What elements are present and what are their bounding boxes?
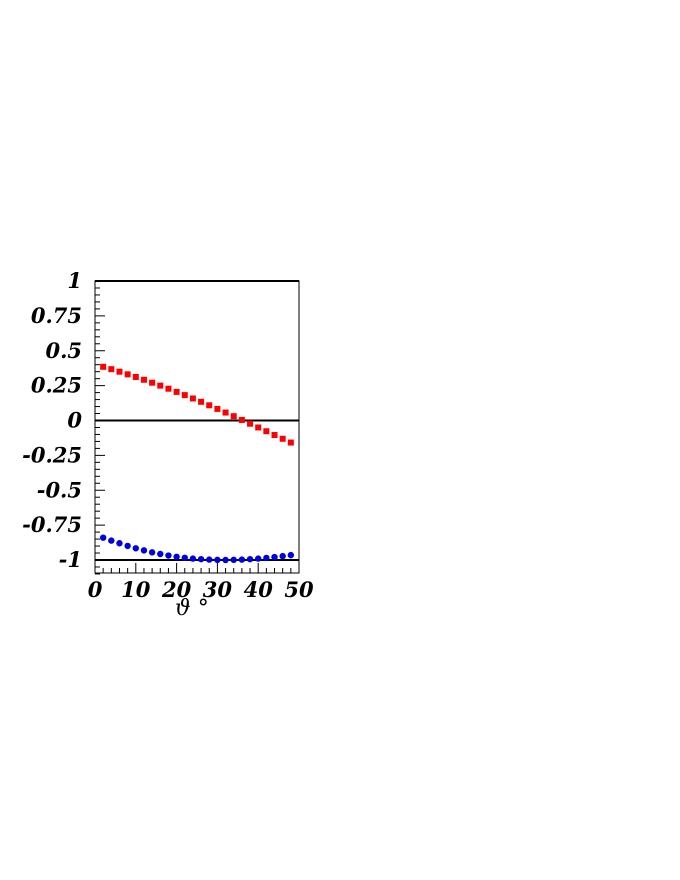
square-point [263, 428, 270, 435]
circle-point [197, 555, 205, 563]
circle-point [206, 556, 213, 563]
square-point [279, 435, 286, 442]
circle-point [255, 555, 262, 562]
y-axis-ticks [95, 280, 105, 575]
plot-border [94, 280, 300, 574]
square-point [206, 402, 213, 409]
reference-lines [95, 280, 299, 561]
circle-point [214, 556, 221, 564]
square-point [100, 363, 107, 370]
circle-point [246, 555, 254, 563]
circle-point [173, 553, 180, 560]
y-tick-label: 0.75 [31, 303, 82, 328]
y-tick-label: 1 [67, 268, 82, 293]
square-point [124, 371, 131, 378]
y-tick-label: 0.5 [45, 338, 82, 363]
circle-point [116, 540, 123, 547]
square-point [238, 416, 245, 423]
circle-point [165, 552, 172, 559]
square-point [255, 424, 262, 431]
square-point [214, 405, 221, 412]
data-points [99, 363, 295, 564]
x-axis-ticks [94, 563, 300, 573]
y-tick-label: 0.25 [31, 373, 82, 398]
x-tick-label: 30 [203, 577, 233, 602]
circle-point [279, 552, 286, 560]
circle-point [230, 556, 237, 564]
y-tick-label: 0 [67, 408, 82, 433]
circle-point [238, 556, 246, 563]
x-tick-label: 50 [284, 577, 314, 602]
y-axis-tick-labels: 1 0.75 0.5 0.25 0 -0.25 -0.5 -0.75 -1 [22, 268, 82, 572]
y-tick-label: -0.75 [22, 512, 82, 537]
circle-point [263, 554, 270, 562]
x-tick-label: 0 [88, 577, 103, 602]
circle-point [108, 537, 115, 544]
circle-point [287, 551, 295, 559]
x-axis-tick-labels: 0 10 20 30 40 50 [88, 577, 314, 602]
circle-point [124, 542, 131, 550]
circle-point [148, 549, 156, 556]
square-point [157, 382, 164, 389]
circle-point [181, 554, 188, 561]
square-point [173, 388, 180, 395]
x-tick-label: 10 [121, 577, 151, 602]
y-tick-label: -1 [59, 547, 82, 572]
circle-point [157, 550, 164, 558]
square-point [271, 432, 278, 439]
square-point [140, 376, 147, 383]
square-point [149, 379, 156, 386]
square-point [247, 420, 254, 427]
square-point [287, 439, 294, 446]
circle-point [132, 545, 139, 552]
x-axis-label: ϑ ° [175, 596, 209, 621]
x-tick-label: 20 [161, 577, 192, 602]
square-point [230, 413, 237, 420]
square-point [198, 398, 205, 405]
y-tick-label: -0.5 [37, 477, 82, 502]
circle-point [222, 556, 229, 564]
square-point [116, 368, 123, 375]
square-point [132, 373, 139, 380]
square-point [222, 409, 229, 416]
circle-point [99, 534, 107, 541]
square-point [189, 395, 196, 402]
y-tick-label: -0.25 [22, 442, 82, 467]
square-point [181, 392, 188, 399]
circle-point [140, 547, 148, 554]
square-point [108, 366, 115, 373]
circle-point [189, 555, 197, 562]
circle-point [271, 553, 278, 561]
plot-frame [94, 280, 300, 574]
x-tick-label: 40 [244, 577, 274, 602]
square-point [165, 385, 172, 392]
